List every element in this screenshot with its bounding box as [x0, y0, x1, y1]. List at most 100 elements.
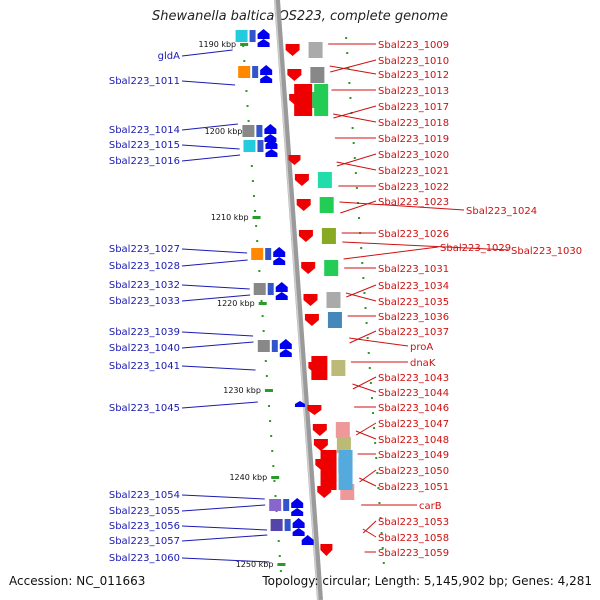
- forward-gene-arrow[interactable]: [273, 247, 286, 257]
- gene-feature-box[interactable]: [319, 197, 334, 213]
- reverse-gene-arrow[interactable]: [294, 174, 309, 186]
- right-gene-labels[interactable]: Sbal223_1009 Sbal223_1010 Sbal223_1012 Sbal…: [328, 40, 582, 559]
- gene-feature-box[interactable]: [271, 340, 278, 352]
- right-gene-label[interactable]: Sbal223_1046: [378, 403, 449, 414]
- gene-feature-box[interactable]: [326, 292, 341, 308]
- reverse-gene-arrow[interactable]: [312, 424, 327, 436]
- left-gene-label[interactable]: Sbal223_1016: [109, 156, 180, 167]
- reverse-gene-arrow[interactable]: [287, 69, 302, 81]
- right-gene-label[interactable]: Sbal223_1022: [378, 182, 449, 193]
- gene-feature-box[interactable]: [327, 312, 342, 328]
- right-gene-label[interactable]: Sbal223_1059: [378, 548, 449, 559]
- forward-gene-arrow[interactable]: [265, 149, 278, 157]
- gene-feature-box[interactable]: [269, 499, 282, 511]
- right-gene-label[interactable]: Sbal223_1021: [378, 166, 449, 177]
- gene-feature-box[interactable]: [335, 422, 350, 438]
- left-gene-label[interactable]: Sbal223_1028: [109, 261, 180, 272]
- left-gene-label[interactable]: Sbal223_1014: [109, 125, 180, 136]
- forward-gene-arrow[interactable]: [264, 134, 277, 142]
- right-gene-label[interactable]: Sbal223_1026: [378, 229, 449, 240]
- reverse-gene-arrow[interactable]: [296, 199, 311, 211]
- forward-gene-arrow[interactable]: [301, 535, 314, 545]
- gene-feature-box[interactable]: [252, 66, 259, 78]
- gene-feature-box[interactable]: [321, 228, 336, 244]
- left-gene-label[interactable]: Sbal223_1011: [109, 76, 180, 87]
- left-gene-label[interactable]: Sbal223_1027: [109, 244, 180, 255]
- gene-feature-box[interactable]: [265, 248, 272, 260]
- forward-gene-arrow[interactable]: [264, 124, 277, 134]
- right-gene-label[interactable]: Sbal223_1010: [378, 56, 449, 67]
- gene-feature-box[interactable]: [235, 30, 248, 42]
- gene-feature-box[interactable]: [242, 125, 255, 137]
- left-gene-label[interactable]: gldA: [158, 51, 180, 62]
- gene-feature-box[interactable]: [283, 499, 290, 511]
- forward-gene-arrow[interactable]: [257, 29, 270, 39]
- right-gene-label[interactable]: Sbal223_1034: [378, 281, 449, 292]
- gene-feature-box[interactable]: [311, 356, 328, 380]
- forward-gene-arrow[interactable]: [257, 39, 270, 47]
- right-gene-label[interactable]: Sbal223_1044: [378, 388, 449, 399]
- right-gene-label[interactable]: Sbal223_1019: [378, 134, 449, 145]
- reverse-gene-arrow[interactable]: [307, 405, 322, 415]
- gene-feature-box[interactable]: [251, 248, 264, 260]
- right-gene-label[interactable]: Sbal223_1009: [378, 40, 449, 51]
- reverse-gene-arrow[interactable]: [313, 439, 328, 451]
- gene-feature-box[interactable]: [314, 84, 329, 116]
- forward-gene-arrow[interactable]: [260, 65, 273, 75]
- reverse-gene-arrow[interactable]: [303, 294, 318, 306]
- forward-gene-arrow[interactable]: [275, 292, 288, 300]
- forward-gene-arrow[interactable]: [291, 498, 304, 508]
- right-gene-label[interactable]: Sbal223_1018: [378, 118, 449, 129]
- gene-feature-box[interactable]: [336, 437, 351, 453]
- right-gene-label[interactable]: Sbal223_1031: [378, 264, 449, 275]
- left-gene-label[interactable]: Sbal223_1039: [109, 327, 180, 338]
- right-gene-label[interactable]: dnaK: [410, 358, 436, 369]
- forward-gene-arrow[interactable]: [260, 75, 273, 83]
- right-gene-label[interactable]: Sbal223_1035: [378, 297, 449, 308]
- right-gene-label[interactable]: carB: [419, 501, 442, 512]
- gene-feature-box[interactable]: [253, 283, 266, 295]
- reverse-gene-arrow[interactable]: [298, 230, 313, 242]
- right-gene-label[interactable]: Sbal223_1023: [378, 197, 449, 208]
- right-gene-label[interactable]: Sbal223_1043: [378, 373, 449, 384]
- left-gene-label[interactable]: Sbal223_1045: [109, 403, 180, 414]
- right-gene-label[interactable]: Sbal223_1030: [511, 246, 582, 257]
- left-gene-label[interactable]: Sbal223_1032: [109, 280, 180, 291]
- left-gene-label[interactable]: Sbal223_1060: [109, 553, 180, 564]
- forward-gene-arrow[interactable]: [292, 528, 305, 536]
- right-gene-label[interactable]: Sbal223_1050: [378, 466, 449, 477]
- left-gene-label[interactable]: Sbal223_1041: [109, 361, 180, 372]
- forward-gene-arrow[interactable]: [292, 518, 305, 528]
- right-gene-label[interactable]: Sbal223_1049: [378, 450, 449, 461]
- forward-gene-arrow[interactable]: [265, 139, 278, 149]
- right-gene-label[interactable]: Sbal223_1024: [466, 206, 537, 217]
- right-gene-label[interactable]: Sbal223_1012: [378, 70, 449, 81]
- right-gene-label[interactable]: Sbal223_1058: [378, 533, 449, 544]
- right-gene-label[interactable]: Sbal223_1053: [378, 517, 449, 528]
- right-gene-label[interactable]: Sbal223_1013: [378, 86, 449, 97]
- left-gene-label[interactable]: Sbal223_1055: [109, 506, 180, 517]
- left-gene-label[interactable]: Sbal223_1054: [109, 490, 180, 501]
- gene-feature-box[interactable]: [317, 172, 332, 188]
- forward-gene-arrow[interactable]: [275, 282, 288, 292]
- forward-gene-arrow[interactable]: [279, 339, 292, 349]
- left-gene-label[interactable]: Sbal223_1056: [109, 521, 180, 532]
- gene-feature-box[interactable]: [338, 450, 353, 490]
- left-gene-label[interactable]: Sbal223_1057: [109, 536, 180, 547]
- gene-feature-box[interactable]: [256, 125, 263, 137]
- right-gene-label[interactable]: Sbal223_1051: [378, 482, 449, 493]
- forward-gene-arrow[interactable]: [279, 349, 292, 357]
- gene-feature-box[interactable]: [320, 450, 337, 490]
- left-gene-label[interactable]: Sbal223_1040: [109, 343, 180, 354]
- right-gene-label[interactable]: proA: [410, 342, 433, 353]
- gene-feature-box[interactable]: [270, 519, 283, 531]
- forward-gene-arrow[interactable]: [294, 401, 305, 407]
- gene-feature-box[interactable]: [257, 340, 270, 352]
- gene-feature-box[interactable]: [257, 140, 264, 152]
- right-gene-label[interactable]: Sbal223_1017: [378, 102, 449, 113]
- forward-gene-arrow[interactable]: [273, 257, 286, 265]
- forward-gene-arrow[interactable]: [291, 508, 304, 516]
- gene-feature-box[interactable]: [267, 283, 274, 295]
- reverse-gene-arrow[interactable]: [285, 44, 300, 56]
- gene-feature-box[interactable]: [238, 66, 251, 78]
